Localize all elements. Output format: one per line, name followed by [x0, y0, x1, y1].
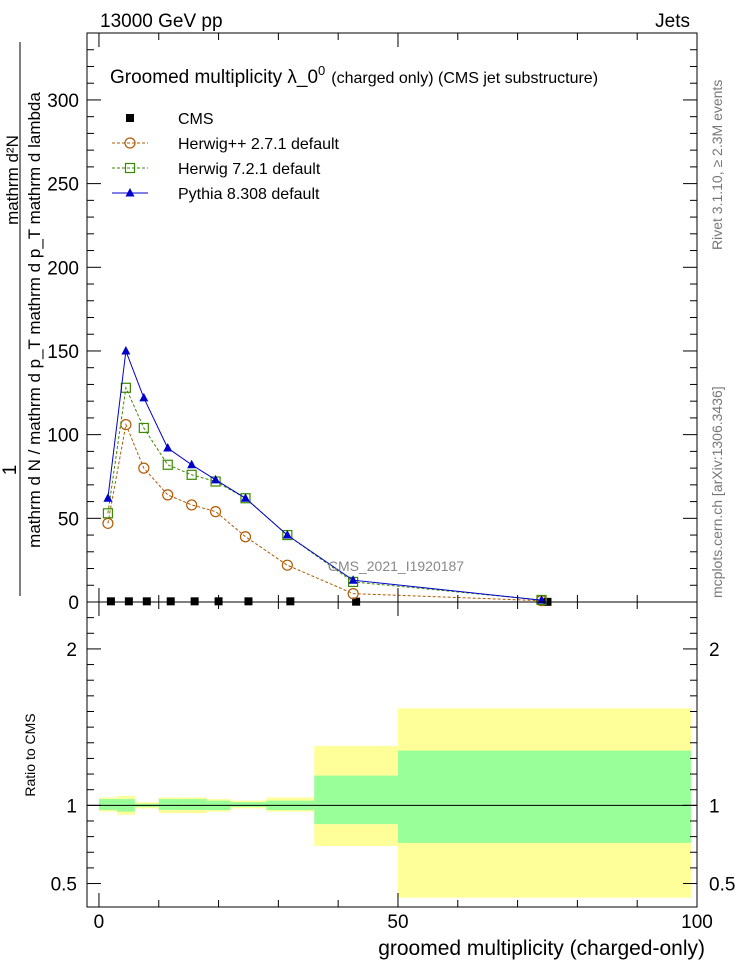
ratio-band-green: [397, 750, 692, 843]
main-ylabel: 1 mathrm d²N mathrm d N / mathrm d p_T m…: [0, 42, 44, 596]
ylabel-denominator: mathrm d N / mathrm d p_T mathrm d p_T m…: [25, 92, 44, 548]
legend-label-herwig-7-2-1-default: Herwig 7.2.1 default: [178, 161, 321, 178]
data-point-herwig-2-7-1-default: [347, 588, 359, 600]
xlabel: groomed multiplicity (charged-only): [378, 937, 705, 960]
rivet-version-label: Rivet 3.1.10, ≥ 2.3M events: [709, 80, 725, 250]
data-point-pythia-8-308-default: [163, 443, 173, 452]
plot-title-main: Groomed multiplicity λ_0: [110, 67, 318, 88]
data-point-pythia-8-308-default: [211, 474, 221, 484]
data-point-herwig-7-2-1-default: [186, 469, 197, 480]
ratio-band-green: [98, 799, 117, 811]
y-tick-label: 50: [58, 509, 79, 530]
main-axes-layer: 0 50 100 150 200 250 300: [47, 33, 698, 614]
legend-marker-herwig-2-7-1-default: [124, 137, 136, 149]
ratio-y-tick-label: 1: [66, 796, 77, 817]
y-tick-label: 250: [47, 175, 79, 196]
data-point-cms: [190, 597, 199, 606]
ratio-y-tick-label-right: 2: [709, 640, 720, 661]
mcplots-label: mcplots.cern.ch [arXiv:1306.3436]: [709, 386, 725, 598]
data-point-pythia-8-308-default: [121, 345, 131, 355]
analysis-tag: CMS_2021_I1920187: [328, 558, 464, 574]
data-point-herwig-7-2-1-default: [102, 508, 114, 519]
ratio-band-green: [158, 799, 183, 811]
data-point-pythia-8-308-default: [348, 575, 358, 584]
data-point-herwig-2-7-1-default: [186, 499, 198, 511]
legend-label-herwig-2-7-1-default: Herwig++ 2.7.1 default: [178, 136, 340, 153]
data-point-herwig-2-7-1-default: [281, 559, 293, 571]
main-plot: 0 50 100 150 200 250 300 Groomed multiplicity …: [0, 32, 698, 614]
ratio-plot: 0.5 0.5 1 1 2 2 0 50 100 Ratio to CMS groomed mu…: [22, 601, 735, 960]
data-point-herwig-2-7-1-default: [138, 462, 150, 474]
ratio-axes-layer: 0.5 0.5 1 1 2 2 0 50 100: [51, 602, 735, 933]
legend-marker-cms: [126, 114, 134, 122]
legend-marker-pythia-8-308-default: [125, 188, 135, 197]
data-point-cms: [244, 597, 253, 606]
series-line-herwig-7-2-1-default: [107, 386, 542, 601]
data-point-herwig-7-2-1-default: [138, 422, 149, 434]
ylabel-prefix: 1: [0, 465, 21, 476]
plot-title-superscript: 0: [318, 63, 325, 78]
data-point-pythia-8-308-default: [103, 493, 113, 502]
ratio-band-green: [182, 799, 207, 811]
y-tick-label: 300: [47, 91, 79, 112]
y-tick-label: 0: [68, 593, 79, 614]
data-point-herwig-7-2-1-default: [162, 459, 173, 470]
ratio-ylabel: Ratio to CMS: [22, 713, 38, 796]
header-category-label: Jets: [655, 11, 690, 32]
data-point-pythia-8-308-default: [187, 459, 197, 469]
data-point-herwig-2-7-1-default: [102, 517, 114, 529]
data-point-pythia-8-308-default: [282, 530, 292, 539]
data-point-cms: [106, 597, 115, 606]
data-point-herwig-2-7-1-default: [239, 531, 252, 543]
y-tick-label: 100: [47, 426, 79, 447]
plot-title: Groomed multiplicity λ_00 (charged only) …: [110, 63, 598, 88]
ratio-y-tick-label-right: 0.5: [709, 875, 735, 896]
data-point-pythia-8-308-default: [139, 392, 149, 402]
main-series-layer: [102, 345, 552, 607]
ratio-frame: [86, 601, 698, 908]
ratio-band-green: [230, 802, 267, 807]
ratio-y-tick-label-right: 1: [709, 796, 720, 817]
x-tick-label: 100: [681, 912, 713, 933]
ratio-y-tick-label: 2: [66, 640, 77, 661]
header-energy-label: 13000 GeV pp: [100, 11, 223, 32]
y-tick-label: 150: [47, 342, 79, 363]
series-line-herwig-2-7-1-default: [107, 422, 542, 602]
data-point-herwig-2-7-1-default: [209, 506, 222, 518]
plot-title-suffix: (charged only) (CMS jet substructure): [331, 70, 598, 87]
ratio-band-green: [314, 775, 398, 825]
series-line-pythia-8-308-default: [107, 350, 542, 601]
data-point-cms: [166, 597, 175, 606]
ylabel-numerator: mathrm d²N: [3, 135, 22, 225]
data-point-cms: [142, 597, 151, 606]
legend-label-pythia-8-308-default: Pythia 8.308 default: [178, 186, 320, 203]
data-point-cms: [124, 597, 133, 606]
legend: CMS Herwig++ 2.7.1 default Herwig 7.2.1 de…: [112, 111, 340, 203]
data-point-herwig-2-7-1-default: [162, 489, 174, 501]
data-point-pythia-8-308-default: [240, 493, 250, 502]
x-tick-label: 0: [94, 912, 105, 933]
y-tick-label: 200: [47, 258, 79, 279]
legend-marker-herwig-7-2-1-default: [124, 162, 136, 174]
legend-label-cms: CMS: [178, 111, 214, 128]
ratio-bands-layer: [87, 708, 697, 898]
data-point-herwig-2-7-1-default: [120, 419, 132, 431]
ratio-y-tick-label: 0.5: [51, 875, 77, 896]
data-point-cms: [286, 597, 295, 606]
x-tick-label: 50: [387, 912, 408, 933]
